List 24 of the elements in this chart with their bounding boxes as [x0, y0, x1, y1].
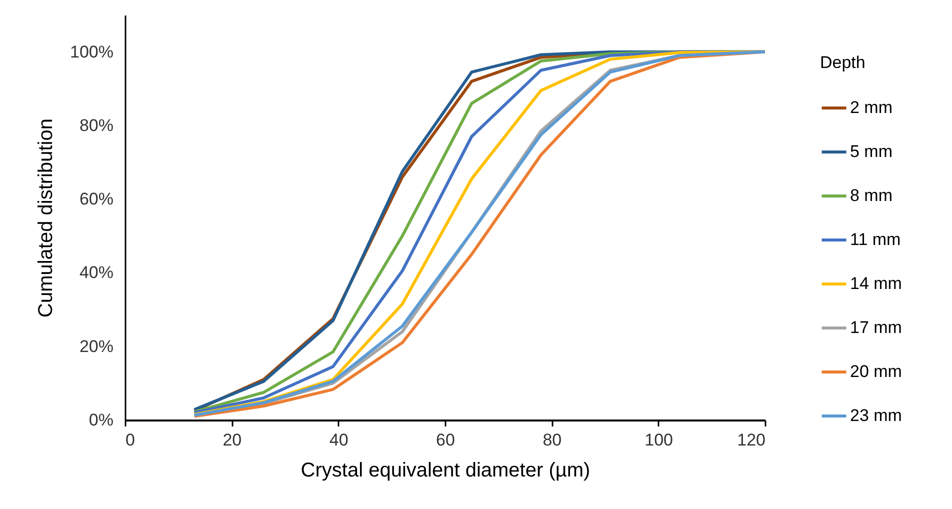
x-tick-label: 80	[542, 430, 562, 450]
legend-label: 8 mm	[850, 186, 892, 205]
y-tick-label: 40%	[79, 263, 114, 282]
x-tick-label: 120	[737, 430, 766, 450]
legend-label: 11 mm	[850, 230, 901, 249]
legend-label: 2 mm	[850, 98, 892, 117]
legend-label: 5 mm	[850, 142, 892, 161]
x-tick-label: 0	[126, 430, 135, 450]
y-tick-label: 20%	[79, 336, 114, 356]
legend-label: 20 mm	[850, 362, 902, 381]
legend-label: 17 mm	[850, 318, 902, 337]
legend-label: 14 mm	[850, 274, 902, 293]
y-tick-label: 60%	[79, 190, 114, 209]
y-tick-label: 100%	[70, 42, 114, 62]
y-tick-label: 0%	[88, 410, 114, 430]
x-axis-title: Crystal equivalent diameter (µm)	[300, 460, 590, 482]
y-tick-label: 80%	[79, 116, 114, 135]
x-tick-label: 100	[644, 430, 674, 450]
legend-title: Depth	[820, 53, 866, 72]
legend-label: 23 mm	[850, 406, 902, 425]
x-tick-label: 40	[329, 430, 348, 450]
x-tick-label: 60	[436, 430, 455, 450]
x-tick-label: 20	[222, 430, 242, 450]
y-axis-title: Cumulated distribution	[35, 118, 58, 318]
